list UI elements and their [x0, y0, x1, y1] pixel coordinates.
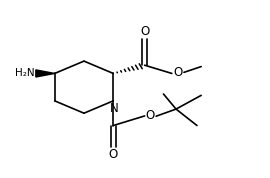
Text: H₂N: H₂N [15, 68, 34, 78]
Text: O: O [173, 66, 182, 79]
Text: N: N [110, 102, 119, 115]
Text: O: O [146, 109, 155, 122]
Text: O: O [140, 25, 149, 38]
Polygon shape [36, 70, 55, 77]
Text: O: O [109, 148, 118, 161]
